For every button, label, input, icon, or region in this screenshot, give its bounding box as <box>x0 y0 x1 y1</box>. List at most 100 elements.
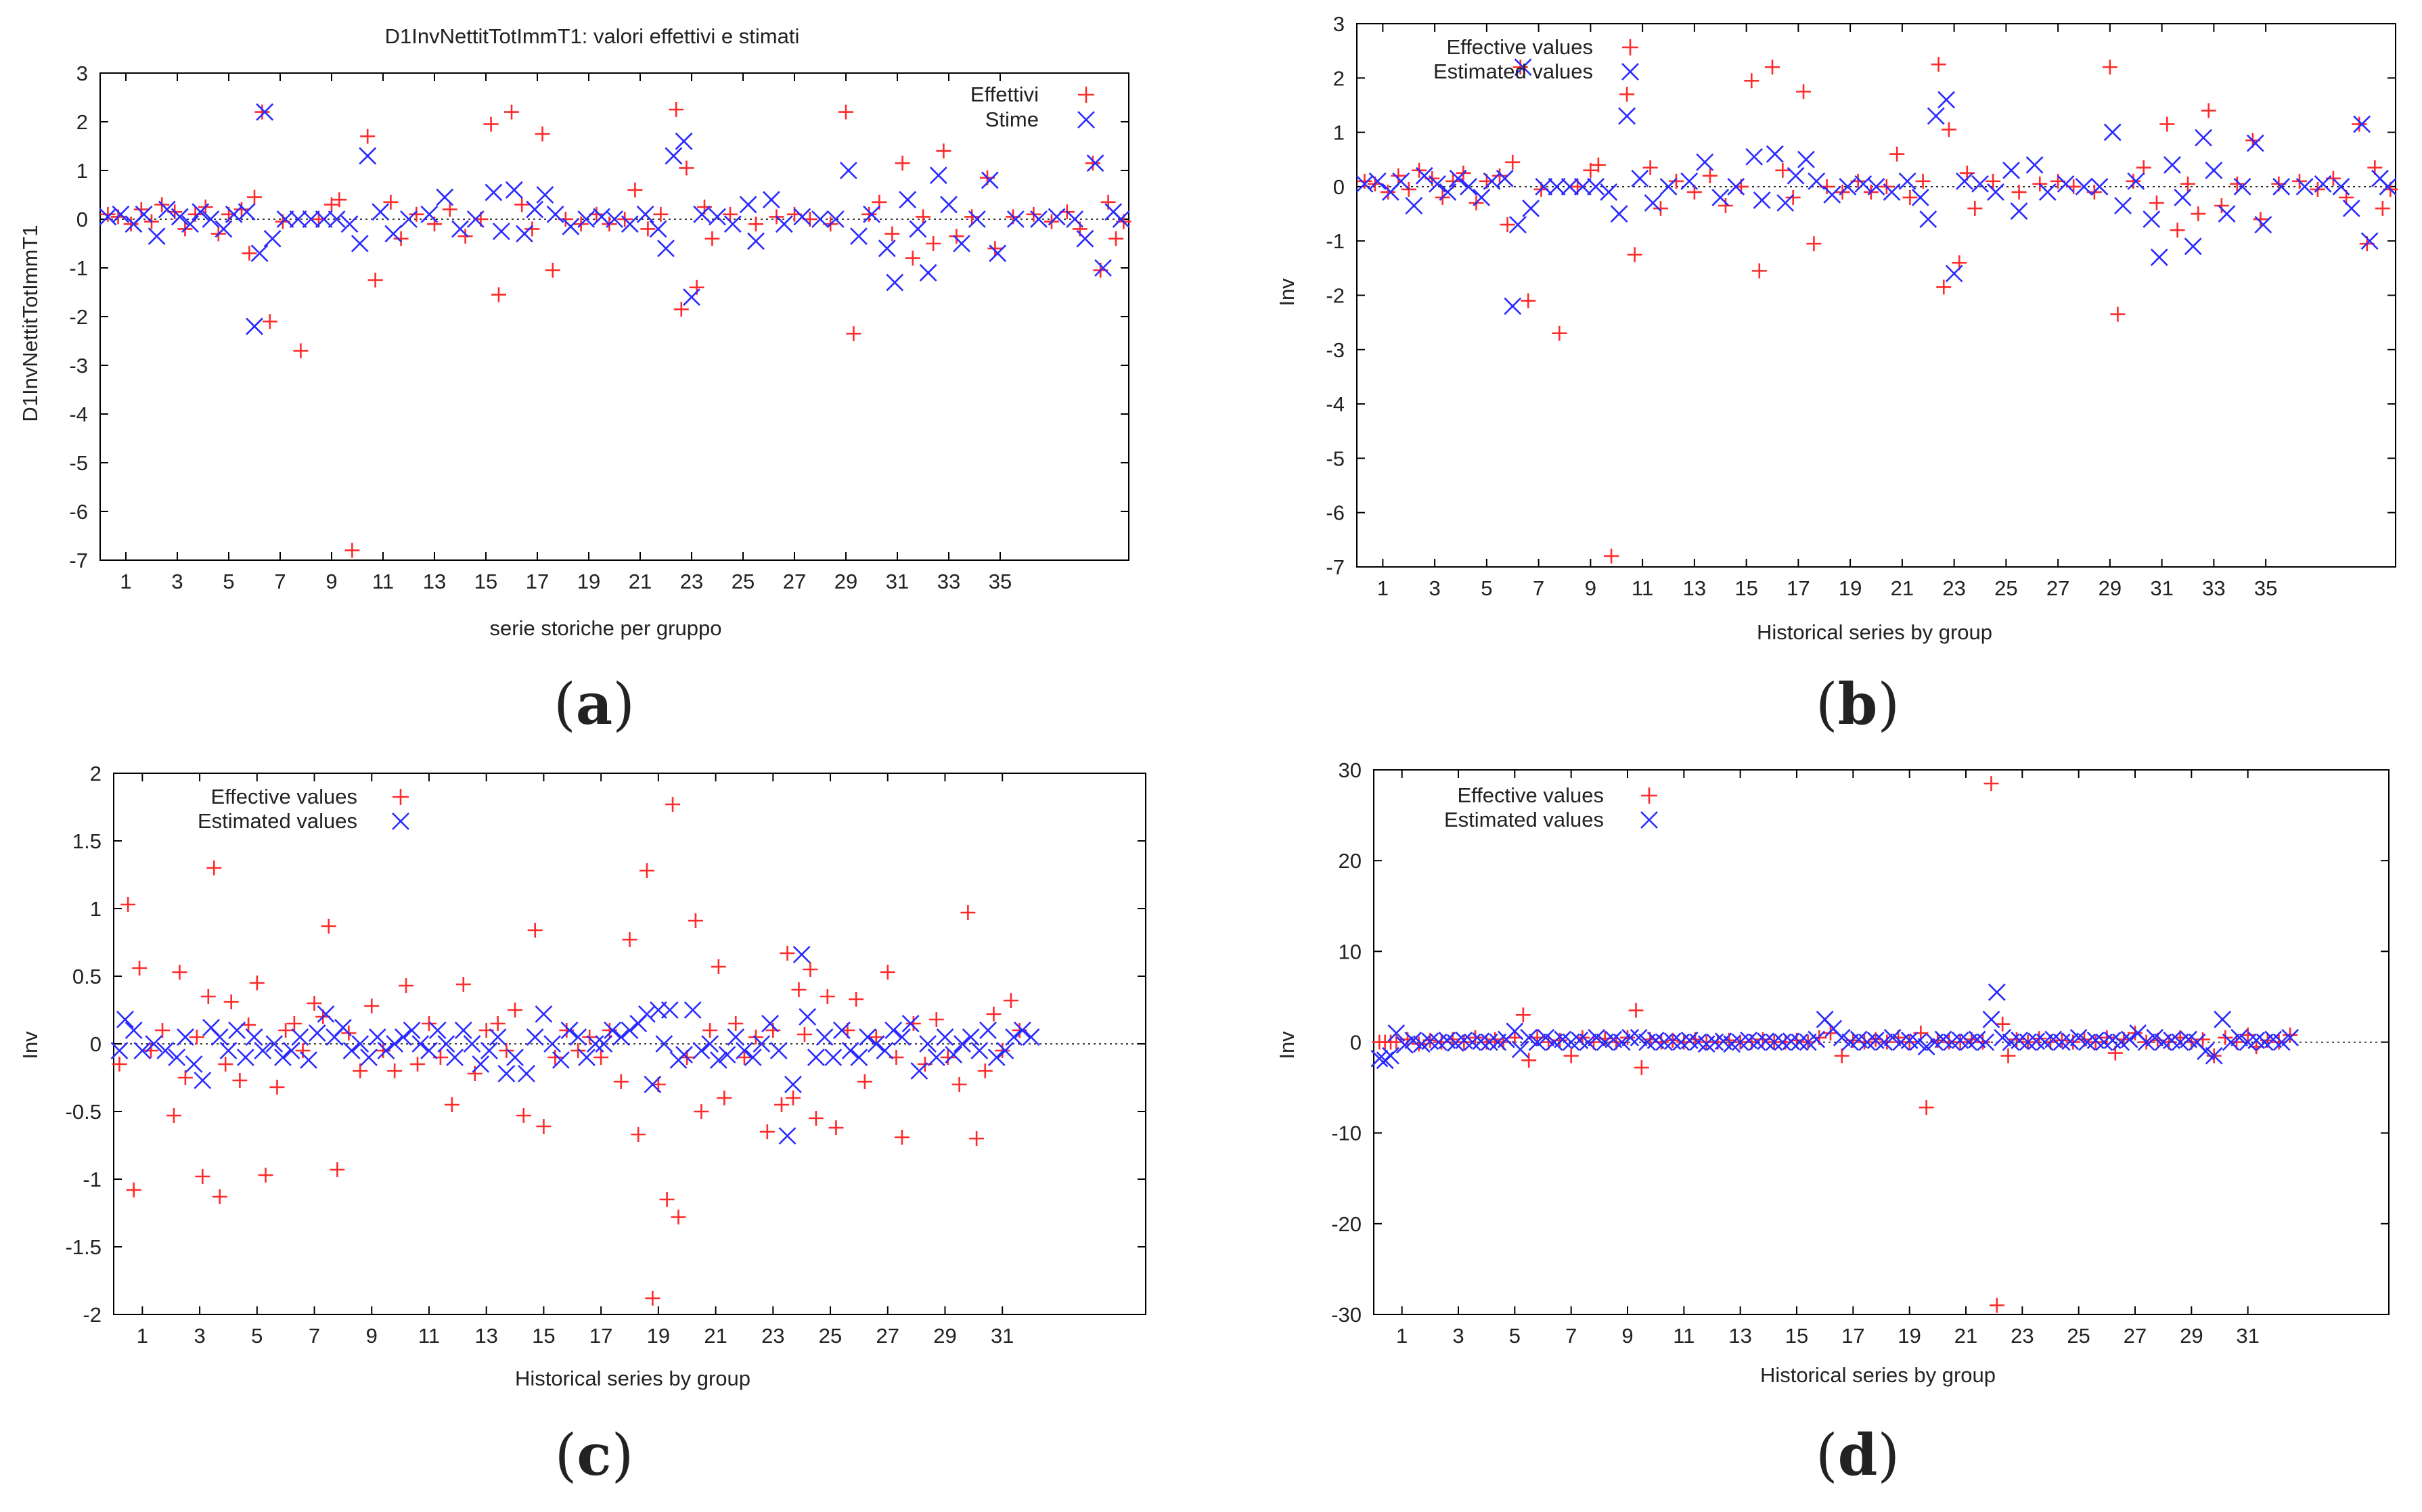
panel-a-data-point <box>657 239 675 258</box>
panel-a-data-point <box>192 203 210 221</box>
panel-b-data-point <box>1867 177 1885 196</box>
panel-c-data-point <box>506 1049 524 1066</box>
panel-a-x-tick-label: 13 <box>423 570 446 593</box>
panel-b-data-point <box>2233 177 2251 196</box>
panel-a-x-tick-label: 7 <box>274 570 286 593</box>
panel-a-data-point <box>989 244 1007 262</box>
panel-b-y-tick-label: -7 <box>1326 555 1345 579</box>
panel-d-data-point <box>1480 1033 1498 1051</box>
panel-a-data-point <box>846 326 861 342</box>
panel-c-data-point <box>317 1005 335 1023</box>
panel-b-x-tick-label: 29 <box>2099 576 2122 600</box>
panel-c-data-point <box>850 1049 868 1066</box>
panel-a-data-point <box>359 147 377 165</box>
panel-b-data-point <box>1936 279 1952 295</box>
panel-a-y-tick-label: -7 <box>69 549 88 572</box>
panel-b-label-close: ) <box>1877 671 1900 737</box>
panel-a-data-point <box>238 203 256 221</box>
panel-c-data-point <box>168 1049 186 1066</box>
panel-d-data-point <box>1808 1030 1826 1049</box>
panel-b-data-point <box>1381 184 1396 200</box>
panel-d-data-point <box>1463 1033 1481 1051</box>
panel-c-data-point <box>394 1028 412 1046</box>
panel-c-data-point <box>774 1097 790 1112</box>
panel-c-x-tick-label: 31 <box>991 1324 1014 1348</box>
panel-c-data-point <box>249 976 265 990</box>
panel-b-data-point <box>1492 168 1508 183</box>
panel-c-data-point <box>489 1028 507 1046</box>
panel-c-data-point <box>945 1046 963 1063</box>
panel-d-data-point <box>1421 1032 1439 1051</box>
panel-d-data-point <box>2137 1033 2155 1051</box>
panel-d-label-open: ( <box>1816 1422 1838 1488</box>
panel-a-data-point <box>649 220 667 238</box>
panel-a-x-tick-label: 29 <box>834 570 857 593</box>
panel-c-data-point <box>342 1042 361 1059</box>
panel-d-y-axis-label: Inv <box>1275 1031 1299 1059</box>
panel-c-x-tick-label: 5 <box>251 1324 263 1348</box>
panel-a-data-point <box>457 229 473 244</box>
panel-a-data-point <box>1076 229 1094 248</box>
panel-d-data-point <box>1875 1033 1893 1051</box>
panel-c-data-point <box>399 978 414 993</box>
panel-a-data-point <box>466 210 485 228</box>
panel-c-data-point <box>200 989 216 1004</box>
panel-c-data-point <box>759 1124 775 1139</box>
panel-c-data-point <box>919 1035 937 1053</box>
panel-c-data-point <box>166 1108 181 1123</box>
panel-b-x-tick-label: 35 <box>2254 576 2277 600</box>
panel-b-legend-label-effective: Effective values <box>1446 35 1593 59</box>
panel-c-data-point <box>849 992 864 1007</box>
panel-a-data-point <box>171 208 189 226</box>
panel-b-data-point <box>1505 154 1521 170</box>
panel-c-data-point <box>884 1022 903 1039</box>
panel-d-x-tick-label: 21 <box>1954 1324 1977 1348</box>
panel-c-data-point <box>497 1065 516 1082</box>
panel-c-data-point <box>780 946 795 961</box>
panel-b-data-point <box>1956 172 1973 190</box>
panel-c-data-point <box>692 1042 711 1059</box>
panel-a-data-point <box>250 244 269 262</box>
panel-c-y-tick-label: 0 <box>90 1032 102 1056</box>
panel-b-data-point <box>1659 177 1678 196</box>
panel-a-data-point <box>709 208 726 226</box>
panel-b-data-point <box>1627 247 1642 262</box>
panel-b-data-point <box>1902 189 1918 205</box>
panel-c-x-tick-label: 3 <box>194 1324 205 1348</box>
panel-c-data-point <box>612 1028 630 1046</box>
panel-a-data-point <box>683 288 700 306</box>
panel-d-data-point <box>1975 1034 1990 1050</box>
panel-a-data-point <box>636 205 654 223</box>
panel-a-legend-label-stime: Stime <box>985 108 1039 131</box>
panel-c-data-point <box>593 1050 609 1065</box>
panel-b-data-point <box>1473 189 1491 206</box>
panel-a-data-point <box>409 206 424 222</box>
panel-c-data-point <box>527 923 543 938</box>
panel-a-data-point <box>762 191 780 209</box>
panel-a-data-point <box>360 129 376 144</box>
panel-a-data-point <box>135 205 153 223</box>
panel-d-x-tick-label: 23 <box>2011 1324 2034 1348</box>
panel-a-label-open: ( <box>554 671 576 737</box>
panel-c-data-point <box>1013 1022 1031 1039</box>
panel-c-data-point <box>156 1042 175 1059</box>
panel-d-x-tick-label: 13 <box>1728 1324 1751 1348</box>
panel-b-data-point <box>2332 177 2350 196</box>
panel-a-legend-marker-stime <box>1077 111 1095 129</box>
panel-c-data-point <box>176 1028 194 1046</box>
panel-c-data-point <box>578 1049 596 1066</box>
panel-b-data-point <box>1561 177 1579 196</box>
panel-c-data-point <box>387 1063 403 1078</box>
panel-b-data-point <box>1552 325 1567 341</box>
panel-b-label-letter: b <box>1838 670 1878 737</box>
panel-a-data-point <box>606 210 623 228</box>
panel-c-data-point <box>744 1049 762 1066</box>
panel-b-data-point <box>2180 176 2195 191</box>
panel-c-data-point <box>526 1028 544 1046</box>
panel-a-x-tick-label: 17 <box>526 570 549 593</box>
panel-a-data-point <box>653 206 669 222</box>
